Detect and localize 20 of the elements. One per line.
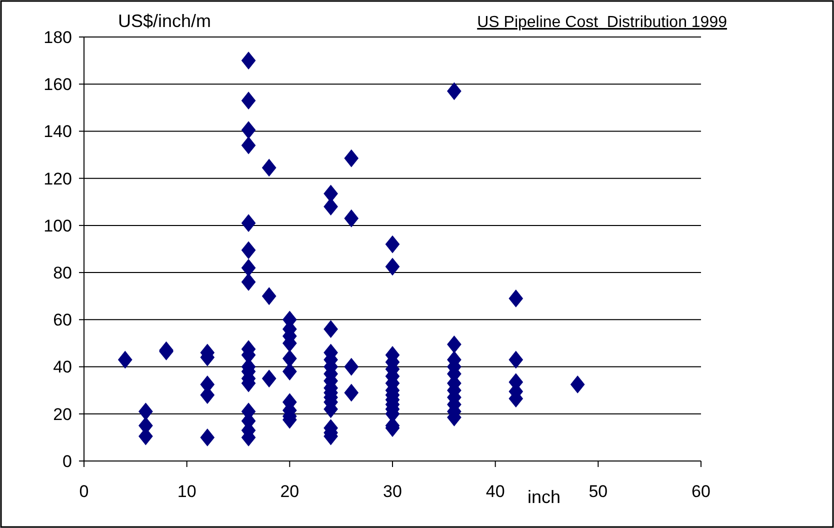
chart-title: US Pipeline Cost Distribution 1999 [477,14,728,31]
y-tick-label: 160 [44,75,72,94]
y-tick-label: 180 [44,28,72,47]
y-tick-label: 20 [53,404,72,424]
y-tick-label: 80 [53,264,72,283]
y-tick-label: 60 [53,310,72,330]
y-tick-label: 140 [44,122,72,142]
x-tick-label: 50 [588,482,608,501]
x-tick-label: 20 [280,482,300,501]
x-tick-label: 30 [383,482,402,501]
x-tick-label: 60 [692,482,710,501]
x-axis-title: inch [527,487,561,507]
y-tick-label: 100 [44,216,72,236]
y-tick-label: 120 [44,169,72,188]
x-tick-label: 40 [486,482,505,501]
x-tick-label: 10 [177,482,196,501]
y-tick-label: 0 [62,452,72,471]
y-axis-title: US$/inch/m [118,11,212,31]
x-tick-label: 0 [79,482,89,501]
y-tick-label: 40 [53,358,72,377]
